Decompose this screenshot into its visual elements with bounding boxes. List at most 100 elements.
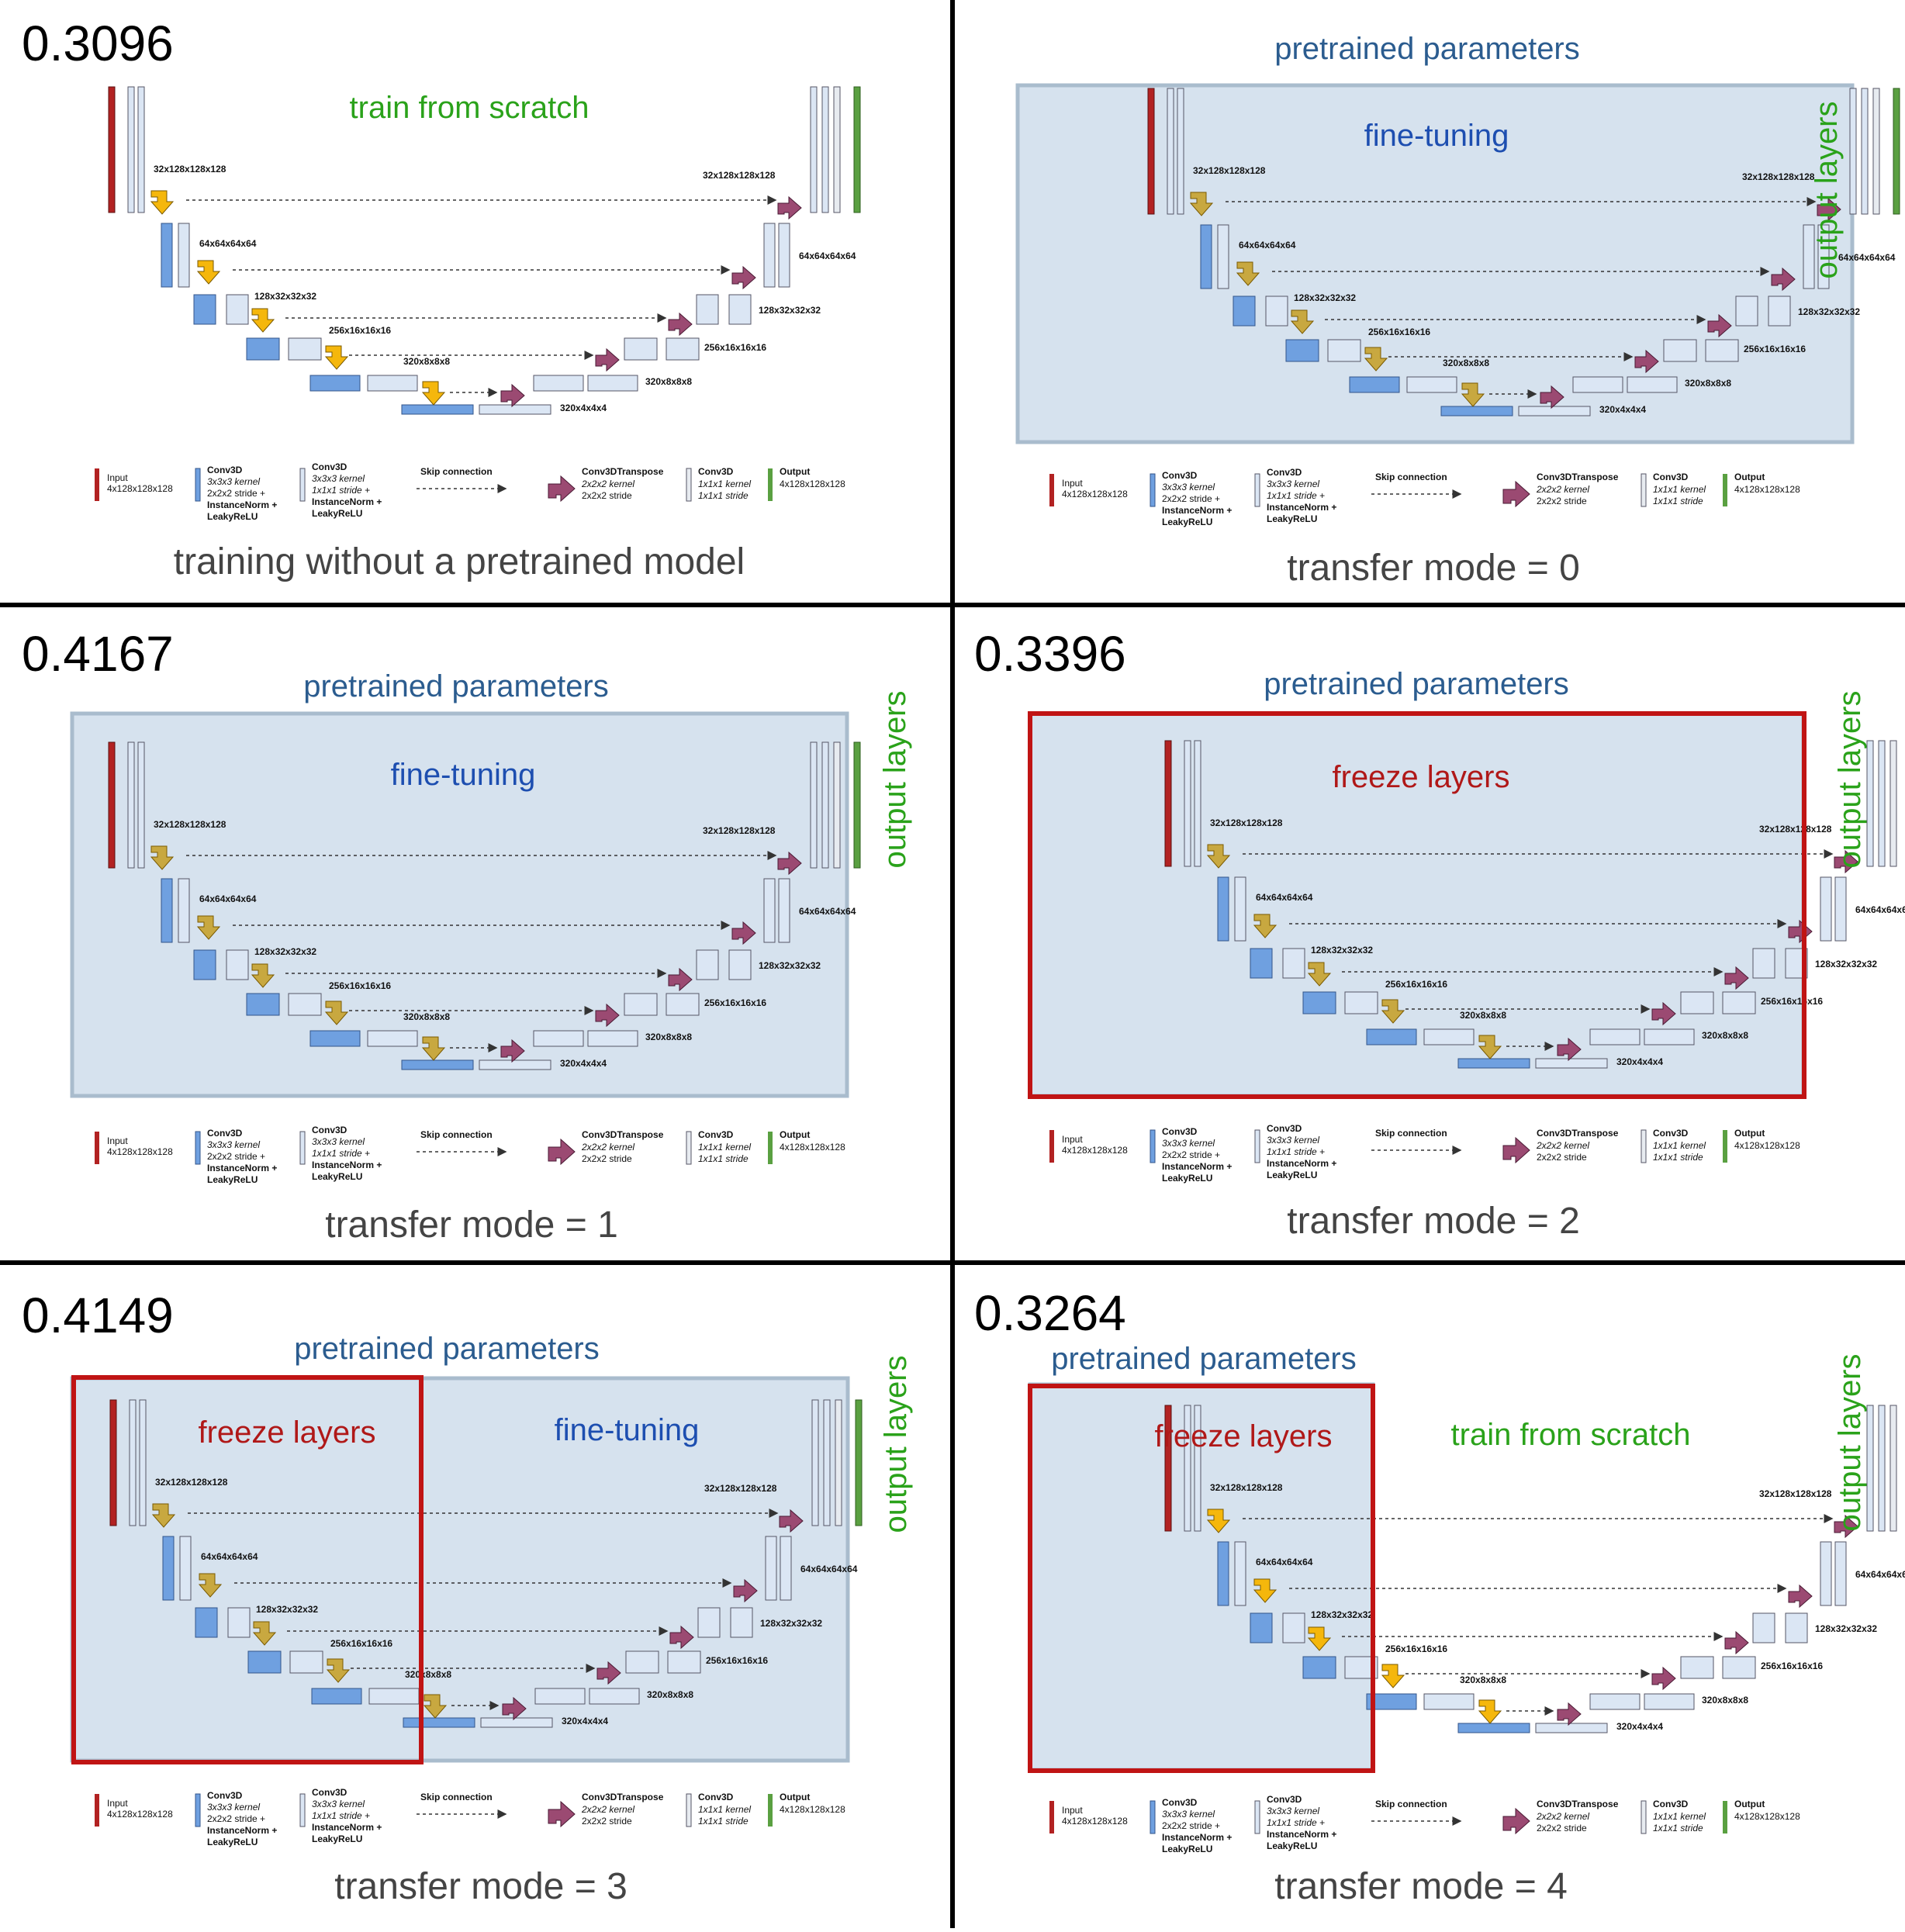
encoder-down-4 [1302,1656,1336,1679]
legend-input-sub: 4x128x128x128 [107,483,173,494]
decoder-same-2b [778,878,790,943]
encoder-down-5 [1349,376,1400,393]
bottleneck-dim-label: 320x4x4x4 [560,403,607,413]
legend-conv-out-title: Conv3D [698,466,734,477]
encoder-dim-label: 64x64x64x64 [1239,240,1296,251]
bottleneck-down [401,404,474,415]
decoder-dim-label: 320x8x8x8 [1702,1695,1748,1706]
upsample-arrow [596,1661,621,1685]
legend-input-title: Input [107,1135,128,1146]
encoder-dim-label: 128x32x32x32 [254,291,316,302]
decoder-dim-label: 32x128x128x128 [1759,1488,1832,1499]
encoder-same-2 [179,1536,192,1601]
downsample-arrow [251,308,275,333]
decoder-dim-label: 64x64x64x64 [800,1564,858,1574]
decoder-dim-label: 32x128x128x128 [1742,171,1815,182]
legend-conv-same-line: InstanceNorm + [312,496,382,507]
input-layer [108,86,116,213]
decoder-dim-label: 128x32x32x32 [759,960,821,971]
legend-conv-down-line: InstanceNorm + [207,1825,277,1836]
upsample-arrow [731,265,756,290]
pretrained-label: pretrained parameters [1051,1342,1357,1376]
encoder-dim-label: 64x64x64x64 [199,238,257,249]
decoder-conv-1a [810,741,818,869]
encoder-same-5 [368,1688,420,1705]
encoder-same-2 [178,878,190,943]
legend-skip-title: Skip connection [1375,1799,1447,1809]
decoder-dim-label: 256x16x16x16 [704,342,766,353]
legend-output-title: Output [780,466,810,477]
upsample-arrow [1788,1584,1813,1609]
downsample-arrow [196,260,221,285]
legend-conv-out-line: 1x1x1 kernel [698,1804,751,1815]
legend-conv-same-title: Conv3D [312,1787,347,1798]
encoder-dim-label: 256x16x16x16 [1368,327,1430,337]
legend-input-sub: 4x128x128x128 [1062,489,1128,499]
region-label: train from scratch [1451,1418,1691,1452]
encoder-same-4 [1344,991,1378,1014]
legend-conv-out-title: Conv3D [1653,472,1689,482]
encoder-same-4 [289,1650,323,1674]
downsample-arrow [1364,347,1388,372]
decoder-conv-1b [1878,740,1886,867]
legend-skip-title: Skip connection [1375,1128,1447,1139]
decoder-dim-label: 256x16x16x16 [706,1655,768,1666]
scratch-region [1373,1388,1869,1776]
encoder-same-2 [1234,876,1246,942]
legend-conv-down-title: Conv3D [1162,470,1198,481]
output-layers-label: output layers [879,1355,913,1533]
encoder-down-4 [246,337,280,361]
upsample-arrow [1540,385,1564,410]
encoder-conv-1a [1184,1405,1191,1532]
decoder-same-5b [1644,1028,1695,1045]
downsample-arrow [150,845,175,870]
legend-output-title: Output [780,1129,810,1140]
decoder-conv-1b [1878,1405,1886,1532]
decoder-same-5b [587,375,638,392]
bottleneck-same [1518,406,1591,416]
legend-conv-down-line: LeakyReLU [1162,517,1212,527]
encoder-dim-label: 32x128x128x128 [154,819,226,830]
decoder-dim-label: 64x64x64x64 [1855,1569,1905,1580]
decoder-same-2b [778,223,790,288]
legend-conv-out-line: 1x1x1 kernel [698,479,751,489]
legend-conv-same-title: Conv3D [1267,1794,1302,1805]
legend-transpose-line: 2x2x2 stride [582,490,632,501]
decoder-same-3a [696,294,719,325]
bottleneck-down [401,1059,474,1070]
legend-conv-out-swatch [686,468,692,502]
decoder-same-2b [780,1536,792,1601]
legend-conv-same-swatch [1254,473,1260,507]
decoder-dim-label: 256x16x16x16 [1761,996,1823,1007]
legend-conv-same-line: InstanceNorm + [312,1822,382,1833]
decoder-dim-label: 32x128x128x128 [1759,824,1832,835]
upsample-arrow [500,1039,525,1063]
bottleneck-dim-label: 320x4x4x4 [1616,1721,1663,1732]
legend-output-sub: 4x128x128x128 [780,1142,845,1153]
legend-conv-same-line: 1x1x1 stride + [1267,490,1325,501]
encoder-dim-label: 32x128x128x128 [1193,165,1266,176]
legend-conv-down-line: 3x3x3 kernel [1162,1138,1215,1149]
legend-conv-down-title: Conv3D [1162,1126,1198,1137]
decoder-dim-label: 128x32x32x32 [759,305,821,316]
legend-input-sub: 4x128x128x128 [107,1809,173,1820]
legend-output-title: Output [1734,1128,1765,1139]
output-layer [853,86,861,213]
encoder-conv-1a [127,86,135,213]
legend-transpose-icon [548,1800,576,1828]
legend-conv-same-title: Conv3D [312,461,347,472]
legend-conv-out-line: 1x1x1 kernel [1653,1140,1706,1151]
encoder-down-3 [193,949,216,980]
legend-conv-same-line: 1x1x1 stride + [312,1810,370,1821]
legend-conv-same-title: Conv3D [1267,1123,1302,1134]
legend-conv-out-line: 1x1x1 stride [698,1153,749,1164]
score-label: 0.3396 [974,626,1126,682]
encoder-dim-label: 320x8x8x8 [403,1011,450,1022]
output-conv [1889,740,1897,867]
encoder-down-4 [247,1650,282,1674]
output-layer [1893,88,1900,215]
legend-conv-down-swatch [1150,1800,1156,1834]
region-label: freeze layers [1333,760,1510,794]
